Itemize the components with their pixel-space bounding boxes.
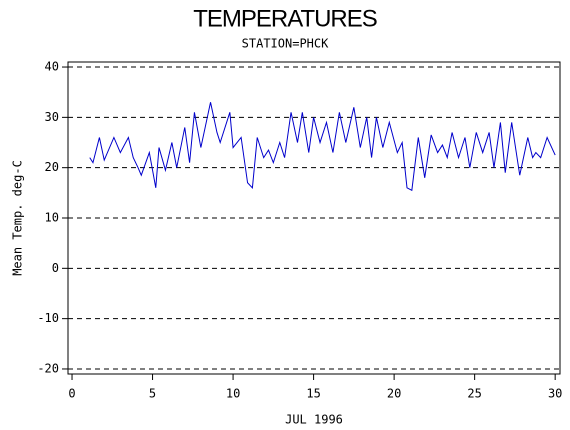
y-tick-label: 10: [45, 211, 59, 225]
y-tick-label: 40: [45, 60, 59, 74]
x-tick-label: 0: [68, 387, 75, 401]
y-tick-label: 20: [45, 160, 59, 174]
x-tick-label: 10: [226, 387, 240, 401]
x-tick-label: 5: [149, 387, 156, 401]
x-tick-label: 15: [306, 387, 320, 401]
x-axis-label: JUL 1996: [285, 413, 343, 427]
chart-subtitle: STATION=PHCK: [242, 37, 329, 51]
y-tick-label: -20: [37, 361, 59, 375]
y-tick-label: 30: [45, 110, 59, 124]
x-tick-label: 25: [467, 387, 481, 401]
y-axis-label: Mean Temp. deg-C: [11, 160, 25, 276]
y-tick-label: -10: [37, 311, 59, 325]
chart-title: TEMPERATURES: [193, 5, 377, 32]
y-tick-label: 0: [52, 261, 59, 275]
x-tick-label: 20: [387, 387, 401, 401]
line-series: [89, 102, 556, 192]
x-tick-label: 30: [548, 387, 562, 401]
